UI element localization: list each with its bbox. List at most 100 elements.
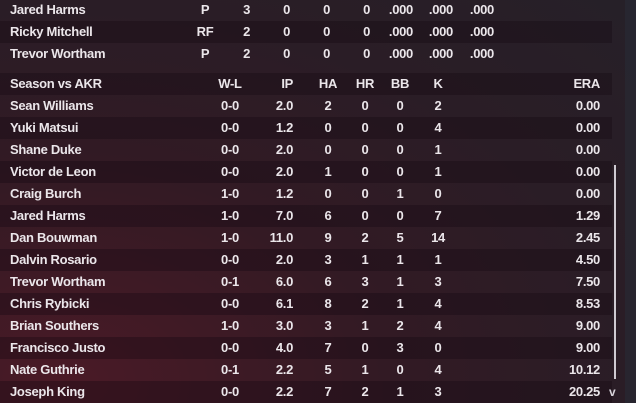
stat-value: 20.25 xyxy=(568,384,600,399)
pitcher-row[interactable]: Craig Burch 1-0 1.2 0 0 1 0 0.00 xyxy=(0,183,612,205)
stat-value: 0 xyxy=(396,208,404,223)
stat-value: 7.0 xyxy=(275,208,293,223)
stat-value: 4 xyxy=(434,318,442,333)
stat-value: 1.29 xyxy=(575,208,600,223)
section-title: Season vs AKR xyxy=(10,76,102,91)
player-name: Chris Rybicki xyxy=(10,296,90,311)
column-header[interactable]: W-L xyxy=(218,76,242,91)
stat-value: .000 xyxy=(428,2,453,17)
player-name: Dalvin Rosario xyxy=(10,252,97,267)
pitcher-row[interactable]: Dan Bouwman 1-0 11.0 9 2 5 14 2.45 xyxy=(0,227,612,249)
pitcher-row[interactable]: Jared Harms 1-0 7.0 6 0 0 7 1.29 xyxy=(0,205,612,227)
stat-value: 0 xyxy=(363,2,370,17)
player-name: Craig Burch xyxy=(10,186,82,201)
pitcher-row[interactable]: Joseph King 0-0 2.2 7 2 1 3 20.25 xyxy=(0,381,612,403)
stat-value: 0-0 xyxy=(221,164,239,179)
stats-panel: Jared Harms P 3 0 0 0.000.000.000 Ricky Mitche… xyxy=(0,0,612,403)
stat-value: 1 xyxy=(361,252,369,267)
position: P xyxy=(200,46,210,61)
player-name: Trevor Wortham xyxy=(10,274,106,289)
stat-value: 2 xyxy=(243,24,250,39)
stat-value: 2.0 xyxy=(275,98,293,113)
stat-value: 3 xyxy=(434,384,442,399)
stat-value: 2 xyxy=(434,98,442,113)
stat-value: 3 xyxy=(243,2,250,17)
stat-value: 3 xyxy=(361,274,369,289)
stat-value: 1-0 xyxy=(221,186,239,201)
stat-value: 0-0 xyxy=(221,296,239,311)
stat-value: 8.53 xyxy=(575,296,600,311)
stat-value: 0 xyxy=(283,24,290,39)
stat-value: 0 xyxy=(361,120,369,135)
side-strip xyxy=(625,0,636,403)
stat-value: 7 xyxy=(434,208,442,223)
stat-value: .000 xyxy=(388,2,413,17)
stat-value: 5 xyxy=(324,362,332,377)
stat-value: 2.0 xyxy=(275,164,293,179)
batting-row[interactable]: Jared Harms P 3 0 0 0 .000 .000 .000 xyxy=(0,0,612,21)
stat-value: .000 xyxy=(428,24,453,39)
pitcher-row[interactable]: Shane Duke 0-0 2.0 0 0 0 1 0.00 xyxy=(0,139,612,161)
stat-value: 1 xyxy=(434,164,442,179)
stat-value: 0 xyxy=(283,2,290,17)
stat-value: 4 xyxy=(434,120,442,135)
pitcher-row[interactable]: Nate Guthrie 0-1 2.2 5 1 0 4 10.12 xyxy=(0,359,612,381)
stat-value: .000 xyxy=(388,46,413,61)
stat-value: 3 xyxy=(324,318,332,333)
stat-value: 0 xyxy=(324,186,332,201)
stat-value: 0-0 xyxy=(221,98,239,113)
scrollbar[interactable] xyxy=(614,165,616,379)
stat-value: 0 xyxy=(361,98,369,113)
player-name: Shane Duke xyxy=(10,142,82,157)
column-header[interactable]: HR xyxy=(355,76,375,91)
column-header[interactable]: HA xyxy=(318,76,338,91)
player-name: Joseph King xyxy=(10,384,85,399)
stat-value: 2 xyxy=(396,318,404,333)
stat-value: 1-0 xyxy=(221,208,239,223)
stat-value: 0 xyxy=(434,186,442,201)
stat-value: 0 xyxy=(283,46,290,61)
position: RF xyxy=(196,24,214,39)
stat-value: 0 xyxy=(363,24,370,39)
stat-value: 2.2 xyxy=(275,384,293,399)
pitcher-row[interactable]: Chris Rybicki 0-0 6.1 8 2 1 4 8.53 xyxy=(0,293,612,315)
pitcher-row[interactable]: Brian Southers 1-0 3.0 3 1 2 4 9.00 xyxy=(0,315,612,337)
stat-value: 0-0 xyxy=(221,120,239,135)
stat-value: 14 xyxy=(431,230,445,245)
stat-value: 1 xyxy=(434,142,442,157)
batting-row[interactable]: Trevor Wortham P 2 0 0 0 .000 .000 .000 xyxy=(0,43,612,65)
stat-value: 0.00 xyxy=(575,186,600,201)
stat-value: 11.0 xyxy=(269,230,294,245)
stat-value: .000 xyxy=(469,2,494,17)
pitcher-row[interactable]: Yuki Matsui 0-0 1.2 0 0 0 4 0.00 xyxy=(0,117,612,139)
stat-value: 2 xyxy=(243,46,250,61)
stat-value: 9.00 xyxy=(575,340,600,355)
stat-value: 3.0 xyxy=(275,318,293,333)
stat-value: 0 xyxy=(434,340,442,355)
stat-value: 4.50 xyxy=(575,252,600,267)
column-header[interactable]: BB xyxy=(390,76,410,91)
pitcher-row[interactable]: Dalvin Rosario 0-0 2.0 3 1 1 1 4.50 xyxy=(0,249,612,271)
stat-value: 4.0 xyxy=(275,340,293,355)
stat-value: 3 xyxy=(324,252,332,267)
pitcher-row[interactable]: Victor de Leon 0-0 2.0 1 0 0 1 0.00 xyxy=(0,161,612,183)
stat-value: 1 xyxy=(361,362,369,377)
stat-value: 1-0 xyxy=(221,230,239,245)
pitcher-row[interactable]: Francisco Justo 0-0 4.0 7 0 3 0 9.00 xyxy=(0,337,612,359)
stat-value: 6 xyxy=(324,274,332,289)
batting-row[interactable]: Ricky Mitchell RF 2 0 0 0 .000 .000 .000 xyxy=(0,21,612,43)
stat-value: 0 xyxy=(396,164,404,179)
stat-value: 1-0 xyxy=(221,318,239,333)
pitcher-row[interactable]: Sean Williams 0-0 2.0 2 0 0 2 0.00 xyxy=(0,95,612,117)
player-name: Victor de Leon xyxy=(10,164,96,179)
column-header[interactable]: ERA xyxy=(573,76,600,91)
column-header[interactable]: K xyxy=(433,76,443,91)
pitcher-row[interactable]: Trevor Wortham 0-1 6.0 6 3 1 3 7.50 xyxy=(0,271,612,293)
stat-value: 0 xyxy=(323,2,330,17)
scroll-down-icon[interactable]: v xyxy=(609,385,616,399)
stat-value: 1 xyxy=(434,252,442,267)
column-header[interactable]: IP xyxy=(281,76,293,91)
stat-value: 6 xyxy=(324,208,332,223)
stat-value: 0.00 xyxy=(575,98,600,113)
stat-value: 1.2 xyxy=(275,120,293,135)
